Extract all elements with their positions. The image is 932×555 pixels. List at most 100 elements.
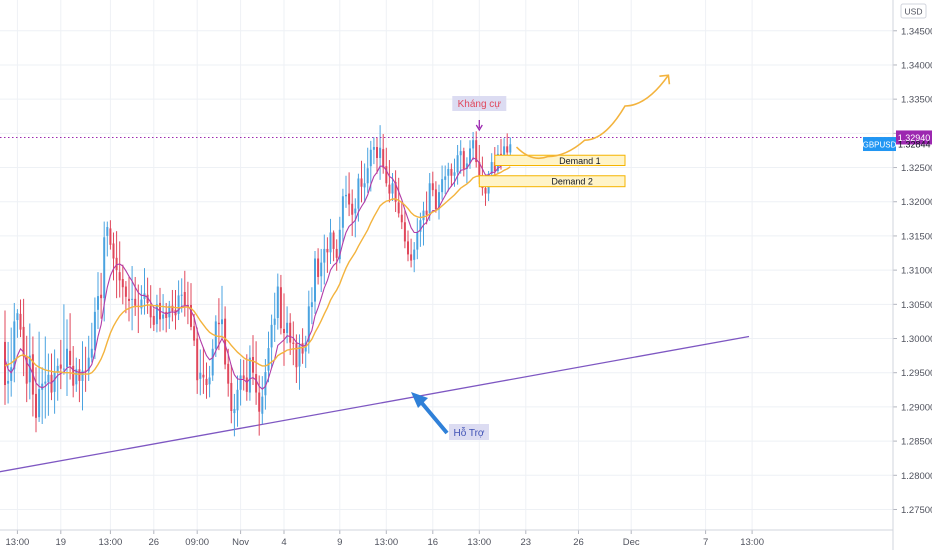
candle-body[interactable] bbox=[255, 374, 258, 393]
candle-body[interactable] bbox=[13, 321, 16, 370]
candle-body[interactable] bbox=[19, 313, 22, 330]
candle-body[interactable] bbox=[366, 168, 369, 184]
candle-body[interactable] bbox=[233, 408, 236, 414]
candle-body[interactable] bbox=[469, 148, 471, 164]
candle-body[interactable] bbox=[90, 348, 93, 358]
candle-body[interactable] bbox=[475, 140, 478, 163]
candle-body[interactable] bbox=[317, 258, 320, 277]
candle-body[interactable] bbox=[506, 146, 509, 153]
candle-body[interactable] bbox=[190, 305, 192, 327]
candle-body[interactable] bbox=[10, 367, 13, 381]
candle-body[interactable] bbox=[93, 311, 96, 351]
candle-body[interactable] bbox=[35, 393, 37, 418]
candle-body[interactable] bbox=[462, 151, 465, 169]
currency-badge[interactable] bbox=[900, 3, 927, 19]
candle-body[interactable] bbox=[155, 304, 158, 325]
candle-body[interactable] bbox=[236, 389, 239, 411]
symbol-tag[interactable] bbox=[863, 137, 896, 152]
candle-body[interactable] bbox=[165, 311, 168, 318]
candle-body[interactable] bbox=[338, 229, 341, 260]
candle-body[interactable] bbox=[208, 377, 211, 385]
demand-zone-2[interactable] bbox=[478, 175, 626, 188]
candle-body[interactable] bbox=[140, 299, 143, 309]
candle-body[interactable] bbox=[397, 202, 400, 214]
candle-body[interactable] bbox=[441, 179, 444, 193]
candle-body[interactable] bbox=[239, 375, 242, 390]
candle-body[interactable] bbox=[59, 364, 62, 369]
candle-body[interactable] bbox=[87, 357, 90, 372]
time-axis[interactable]: 13:00 19 13:00 26 09:00 Nov 4 9 13:00 16 13:00 23 26… bbox=[0, 529, 893, 548]
candle-body[interactable] bbox=[217, 322, 220, 325]
candle-body[interactable] bbox=[4, 341, 6, 386]
candle-body[interactable] bbox=[472, 140, 475, 149]
candle-body[interactable] bbox=[66, 348, 68, 368]
candle-body[interactable] bbox=[276, 286, 279, 318]
candle-body[interactable] bbox=[242, 375, 245, 379]
candle-body[interactable] bbox=[434, 189, 437, 210]
candle-body[interactable] bbox=[289, 322, 292, 343]
candle-body[interactable] bbox=[81, 370, 84, 381]
candle-body[interactable] bbox=[428, 183, 431, 214]
candle-body[interactable] bbox=[168, 305, 171, 318]
candle-body[interactable] bbox=[273, 318, 276, 325]
candle-body[interactable] bbox=[388, 184, 391, 194]
candle-body[interactable] bbox=[394, 181, 397, 202]
candle-body[interactable] bbox=[465, 163, 468, 169]
candle-body[interactable] bbox=[286, 322, 289, 334]
candle-body[interactable] bbox=[112, 243, 115, 259]
candle-body[interactable] bbox=[221, 319, 223, 325]
candle-body[interactable] bbox=[146, 294, 149, 303]
candle-body[interactable] bbox=[372, 147, 375, 150]
candle-body[interactable] bbox=[410, 254, 413, 261]
candle-body[interactable] bbox=[180, 294, 183, 296]
candle-body[interactable] bbox=[407, 241, 409, 255]
candle-body[interactable] bbox=[310, 302, 313, 308]
candle-body[interactable] bbox=[357, 178, 360, 209]
resistance-price-tag[interactable] bbox=[896, 130, 932, 145]
candle-body[interactable] bbox=[453, 172, 456, 176]
candle-body[interactable] bbox=[413, 249, 416, 260]
candle-body[interactable] bbox=[345, 194, 347, 197]
candle-body[interactable] bbox=[25, 357, 28, 384]
candle-body[interactable] bbox=[419, 220, 422, 232]
candle-body[interactable] bbox=[261, 396, 264, 414]
candle-body[interactable] bbox=[118, 272, 121, 281]
candle-body[interactable] bbox=[447, 168, 450, 176]
plot-area[interactable] bbox=[0, 125, 750, 475]
candle-body[interactable] bbox=[224, 318, 227, 365]
candle-body[interactable] bbox=[267, 348, 270, 371]
candle-body[interactable] bbox=[47, 374, 50, 383]
candle-body[interactable] bbox=[171, 305, 174, 312]
candle-body[interactable] bbox=[283, 328, 285, 334]
candle-body[interactable] bbox=[227, 363, 230, 384]
candle-body[interactable] bbox=[456, 155, 459, 173]
candle-body[interactable] bbox=[292, 342, 295, 344]
candle-body[interactable] bbox=[22, 326, 25, 357]
candle-body[interactable] bbox=[103, 237, 106, 299]
candle-body[interactable] bbox=[295, 343, 298, 368]
candle-body[interactable] bbox=[503, 146, 506, 159]
support-trendline[interactable] bbox=[0, 335, 750, 475]
candle-body[interactable] bbox=[307, 306, 310, 342]
candle-body[interactable] bbox=[128, 298, 130, 301]
candle-body[interactable] bbox=[379, 147, 382, 158]
candle-body[interactable] bbox=[100, 294, 103, 299]
candle-body[interactable] bbox=[369, 149, 372, 167]
candle-body[interactable] bbox=[202, 374, 205, 378]
candle-body[interactable] bbox=[97, 296, 99, 310]
candle-body[interactable] bbox=[341, 196, 344, 228]
candle-body[interactable] bbox=[50, 374, 53, 393]
candle-body[interactable] bbox=[348, 193, 351, 205]
candle-body[interactable] bbox=[385, 166, 388, 184]
candle-body[interactable] bbox=[490, 162, 493, 174]
candle-body[interactable] bbox=[450, 168, 453, 176]
ma-fast-line[interactable] bbox=[4, 155, 511, 390]
candle-body[interactable] bbox=[314, 258, 316, 302]
candle-body[interactable] bbox=[38, 389, 41, 418]
candle-body[interactable] bbox=[509, 144, 512, 153]
candle-body[interactable] bbox=[152, 315, 155, 325]
candle-body[interactable] bbox=[44, 381, 47, 384]
candle-body[interactable] bbox=[264, 372, 267, 396]
candle-body[interactable] bbox=[162, 314, 165, 319]
